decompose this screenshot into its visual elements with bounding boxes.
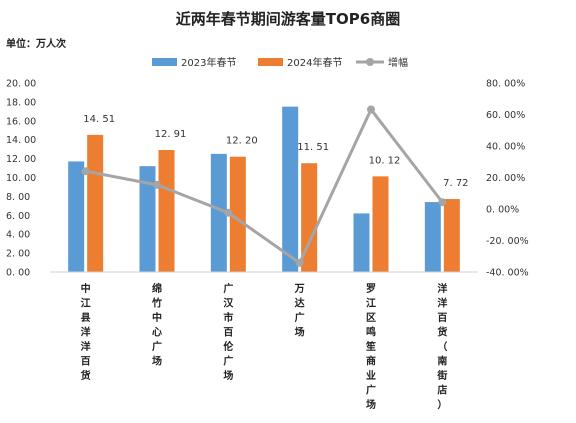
y-left-tick-label: 10. 00 [6,173,36,184]
y-right-tick-label: -40. 00% [486,268,529,279]
bars [50,106,478,273]
legend-swatch-1 [258,58,283,66]
y-right-tick-label: -20. 00% [486,236,529,247]
legend-label-0: 2023年春节 [181,56,236,69]
bar-2024 [229,156,246,272]
y-left-tick-label: 18. 00 [6,97,36,108]
bar-2023 [210,153,227,272]
bar-2024 [87,134,104,272]
category-label: 绵竹中心广场 [151,282,162,368]
y-axis-right: -40. 00% -20. 00% 0. 00% 20. 00% 40. 00% 60. … [486,79,529,279]
y-right-tick-label: 20. 00% [486,173,525,184]
bar-2024 [443,199,460,272]
growth-point [153,180,161,189]
data-label: 10. 12 [369,155,401,166]
growth-point [224,208,233,217]
y-left-tick-label: 2. 00 [6,249,30,260]
category-label: 罗江区鸣笙商业广场 [365,283,376,411]
data-label: 12. 91 [155,129,187,140]
category-label: 中江县洋洋百货 [81,282,91,382]
category-label: 广汉市百伦广场 [223,282,234,382]
data-label: 7. 72 [443,178,468,189]
y-left-tick-label: 12. 00 [6,154,36,165]
data-label: 11. 51 [297,142,329,153]
growth-point [295,258,304,267]
y-left-tick-label: 0. 00 [6,268,30,279]
legend-label-1: 2024年春节 [287,56,342,69]
bar-2024 [372,176,389,272]
data-labels: 14. 51 12. 91 12. 20 11. 51 10. 12 7. 72 [83,114,468,189]
legend-label-2: 增幅 [388,56,408,69]
growth-point [81,167,90,176]
chart-title: 近两年春节期间游客量TOP6商圈 [176,10,400,28]
bar-2023 [68,161,85,272]
category-label: 万达广场 [294,283,305,339]
bar-2024 [301,163,318,272]
bar-2023 [139,166,156,272]
legend-marker-2 [366,58,374,66]
y-left-tick-label: 6. 00 [6,211,30,222]
growth-line [81,105,447,267]
category-labels: 中江县洋洋百货 绵竹中心广场 广汉市百伦广场 万达广场 罗江区鸣笙商业广场 洋洋百货（南街… [81,282,448,411]
bar-2023 [353,213,370,272]
y-right-tick-label: 0. 00% [486,205,519,216]
data-label: 12. 20 [226,136,258,147]
growth-point [367,105,375,114]
growth-polyline [85,107,444,265]
y-left-tick-label: 20. 00 [6,79,36,90]
legend: 2023年春节 2024年春节 增幅 [152,56,408,69]
y-right-tick-label: 80. 00% [486,79,525,90]
bar-2023 [282,106,299,272]
category-label: 洋洋百货（南街店） [436,282,447,411]
unit-label: 单位：万人次 [6,37,66,50]
y-axis-left: 0. 00 2. 00 4. 00 6. 00 8. 00 10. 00 12. 00 14.… [6,79,36,279]
bar-2023 [424,202,441,272]
data-label: 14. 51 [83,114,115,125]
y-left-tick-label: 8. 00 [6,192,30,203]
y-left-tick-label: 4. 00 [6,230,30,241]
bar-2024 [158,150,175,272]
growth-point [438,198,447,207]
y-right-tick-label: 60. 00% [486,110,525,121]
y-left-tick-label: 14. 00 [6,135,36,146]
y-left-tick-label: 16. 00 [6,116,36,127]
legend-swatch-0 [152,58,177,66]
y-right-tick-label: 40. 00% [486,142,525,153]
